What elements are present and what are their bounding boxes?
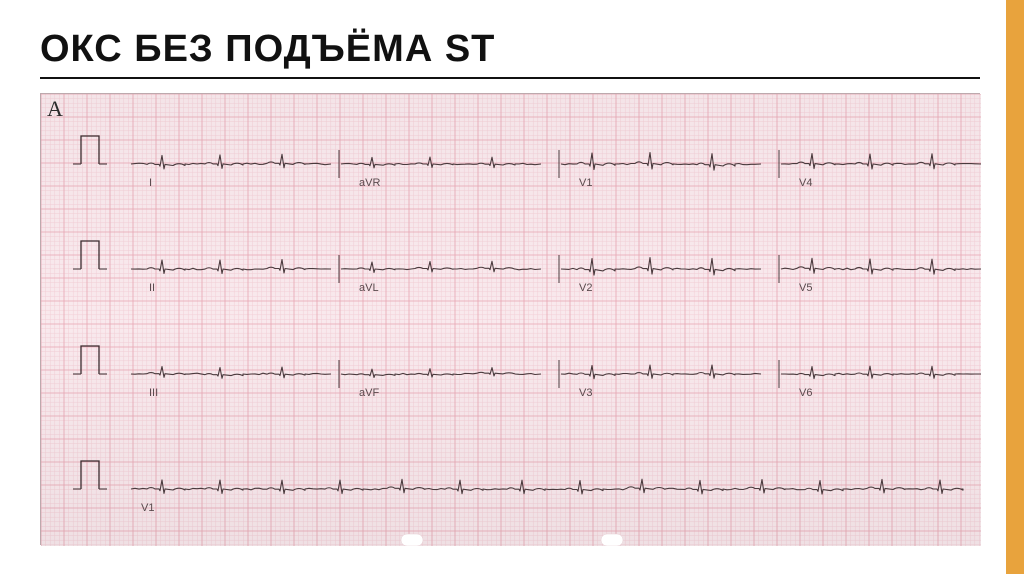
accent-bar [1006,0,1024,574]
svg-text:III: III [149,387,158,399]
svg-text:V5: V5 [799,282,812,294]
ecg-svg: IaVR V1 V4 II aVL V2 V5 III aVF V3 V6 V1 [41,94,981,546]
svg-text:V6: V6 [799,387,812,399]
ecg-image: A IaVR V1 V4 II aVL V2 V5 III aVF V3 V6 V1 [40,93,980,545]
svg-text:II: II [149,282,155,294]
svg-text:V1: V1 [579,177,592,189]
panel-letter: A [47,96,63,122]
svg-text:V2: V2 [579,282,592,294]
title-underline [40,77,980,79]
slide-title: ОКС БЕЗ ПОДЪЁМА ST [40,28,984,71]
svg-text:aVR: aVR [359,177,380,189]
svg-text:V3: V3 [579,387,592,399]
svg-text:V4: V4 [799,177,812,189]
svg-text:aVF: aVF [359,387,379,399]
svg-text:I: I [149,177,152,189]
svg-text:aVL: aVL [359,282,379,294]
svg-text:V1: V1 [141,502,154,514]
slide-content: ОКС БЕЗ ПОДЪЁМА ST A IaVR V1 V4 II aVL V2 V5 II… [0,0,1024,565]
